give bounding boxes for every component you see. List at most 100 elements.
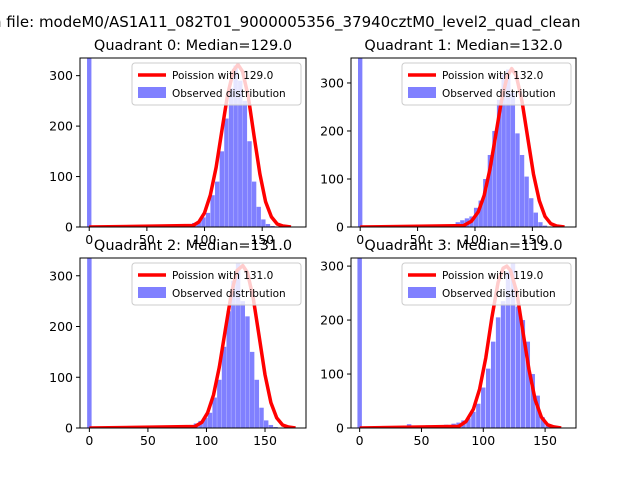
plot-area [358, 58, 565, 227]
legend: Poission with 131.0 Observed distribution [131, 262, 302, 306]
x-tick-label: 50 [414, 433, 430, 448]
y-tick-label: 300 [49, 68, 73, 83]
legend-hist-label: Observed distribution [442, 88, 556, 100]
histogram-bar [545, 425, 550, 428]
legend-box [131, 262, 302, 306]
histogram-bar [273, 426, 278, 428]
histogram-bar [228, 88, 234, 227]
x-tick-label: 50 [139, 232, 155, 247]
histogram-bar [205, 212, 211, 227]
histogram-bar [492, 130, 497, 227]
histogram-bar [538, 222, 543, 227]
histogram-bar [490, 341, 496, 428]
histogram-bar [265, 223, 271, 227]
legend-fit-label: Poission with 129.0 [172, 70, 273, 82]
histogram-bar [500, 301, 506, 428]
x-tick-label: 50 [140, 433, 156, 448]
y-tick-label: 300 [320, 75, 344, 90]
legend-box [401, 262, 572, 306]
histogram-bar [529, 198, 534, 227]
histogram-bar [254, 379, 260, 428]
y-tick-label: 100 [320, 367, 344, 382]
histogram-bar [520, 320, 526, 428]
histogram-bar [270, 225, 275, 227]
y-tick-label: 0 [65, 220, 73, 235]
histogram-bar [519, 154, 525, 227]
histogram-bar [261, 219, 266, 227]
x-tick-label: 0 [85, 232, 93, 247]
y-tick-label: 100 [320, 171, 344, 186]
x-tick-label: 150 [253, 433, 277, 448]
figure-suptitle: n file: modeM0/AS1A11_082T01_9000005356_… [0, 13, 581, 32]
axes-frame [79, 57, 307, 228]
subplot-quadrant-2: Quadrant 2: Median=131.0 0 50 100 150 0 100 200… [49, 238, 307, 448]
histogram-bar [238, 80, 243, 227]
histogram-bar [224, 118, 229, 227]
histogram-bar [196, 221, 201, 227]
axes-frame [350, 257, 577, 429]
legend-box [131, 62, 302, 106]
histogram-bar [268, 424, 274, 428]
histogram-bar [510, 263, 516, 428]
legend-hist-label: Observed distribution [172, 88, 286, 100]
axes-frame [350, 57, 577, 228]
histogram-bar [217, 379, 222, 428]
subplot-title: Quadrant 1: Median=132.0 [364, 38, 562, 54]
x-tick-label: 0 [356, 433, 364, 448]
y-tick-label: 200 [320, 123, 344, 138]
x-tick-label: 50 [410, 232, 426, 247]
legend-hist-swatch [408, 87, 436, 98]
histogram-bar [231, 280, 236, 428]
legend-fit-label: Poission with 132.0 [442, 70, 543, 82]
histogram-bar [212, 397, 217, 428]
x-tick-label: 100 [193, 232, 217, 247]
histogram-bar [460, 220, 465, 227]
histogram-bar [247, 141, 252, 227]
histogram-bar [263, 420, 269, 428]
y-tick-label: 0 [336, 220, 344, 235]
histogram-bar [510, 92, 516, 227]
histogram-bar [486, 368, 491, 428]
histogram-bar [357, 258, 362, 428]
histogram-bar [466, 418, 471, 428]
legend-fit-label: Poission with 119.0 [442, 270, 543, 282]
histogram-bar [203, 417, 208, 428]
y-tick-label: 100 [49, 370, 73, 385]
histogram-bar [87, 58, 92, 227]
histogram-bar [471, 411, 476, 428]
histogram-bar [515, 306, 521, 428]
histogram-bar [235, 263, 241, 428]
histogram-bar [501, 74, 506, 227]
histogram-bar [525, 341, 531, 428]
subplot-quadrant-1: Quadrant 1: Median=132.0 0 50 100 150 0 100 200… [320, 38, 577, 247]
histogram-bar [207, 412, 213, 428]
y-tick-label: 300 [49, 268, 73, 283]
histogram-bar [487, 154, 493, 227]
histogram-bar [505, 271, 511, 428]
y-tick-label: 300 [320, 259, 344, 274]
histogram-bar [221, 346, 227, 428]
histogram-bar [496, 99, 502, 227]
histogram-bar [358, 58, 363, 227]
x-tick-label: 0 [356, 232, 364, 247]
histogram-bar [240, 301, 245, 428]
x-tick-label: 150 [533, 433, 557, 448]
subplot-grid: Quadrant 0: Median=129.0 0 50 100 150 0 100 200… [49, 38, 577, 448]
x-tick-label: 0 [85, 433, 93, 448]
histogram-bar [259, 407, 264, 428]
histogram-bar [524, 176, 529, 227]
plot-area [87, 58, 292, 227]
subplot-quadrant-3: Quadrant 3: Median=119.0 0 50 100 150 0 100 200… [320, 238, 577, 448]
histogram-bar [495, 317, 501, 428]
axes-frame [79, 257, 307, 429]
legend-fit-label: Poission with 131.0 [172, 270, 273, 282]
subplot-title: Quadrant 0: Median=129.0 [94, 38, 292, 54]
legend: Poission with 132.0 Observed distribution [401, 62, 572, 106]
y-tick-label: 200 [49, 119, 73, 134]
histogram-bar [245, 316, 250, 428]
histogram-bar [226, 311, 231, 428]
legend: Poission with 129.0 Observed distribution [131, 62, 302, 106]
histogram-bar [533, 212, 539, 227]
histogram-bar [540, 417, 545, 428]
histogram-bar [249, 351, 255, 428]
